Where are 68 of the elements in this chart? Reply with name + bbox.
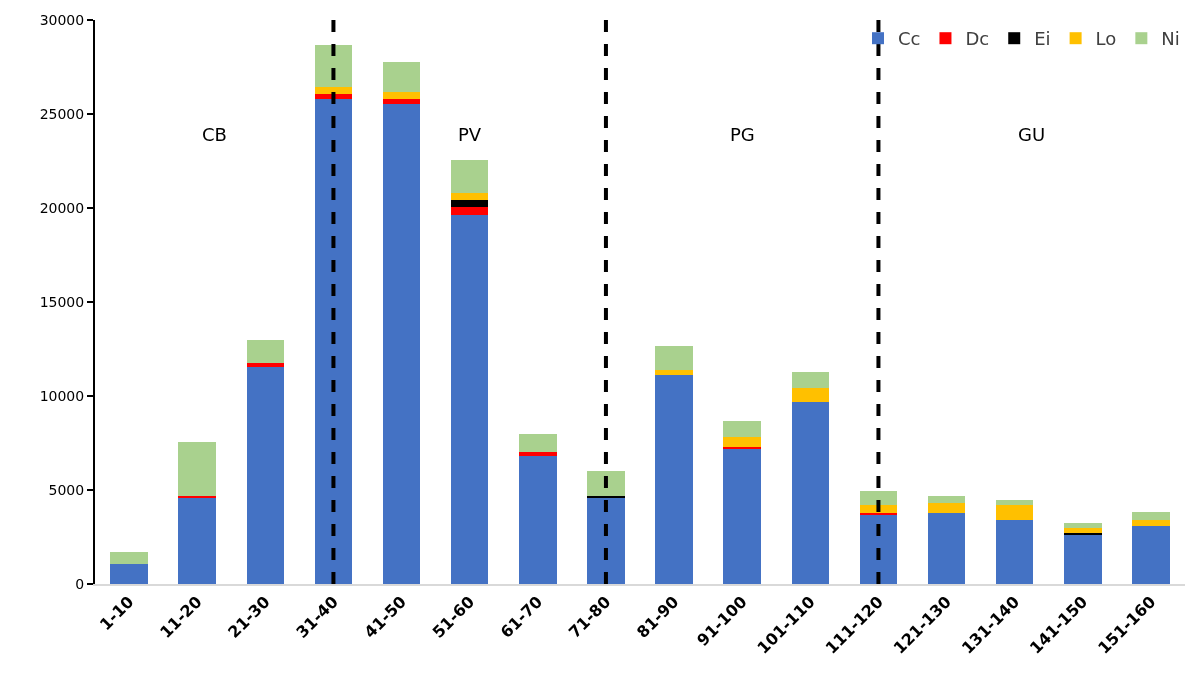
bar bbox=[382, 91, 421, 99]
bar bbox=[314, 98, 353, 584]
bar bbox=[723, 421, 761, 437]
bar bbox=[246, 367, 285, 584]
annotation: GU bbox=[1018, 124, 1046, 145]
bar bbox=[1064, 527, 1102, 533]
legend-label: Lo bbox=[1095, 28, 1117, 50]
bar bbox=[995, 505, 1034, 521]
bar bbox=[927, 496, 966, 504]
y-tick-label: 10000 bbox=[39, 387, 85, 404]
bar bbox=[1064, 532, 1102, 535]
bar bbox=[859, 490, 898, 506]
legend-label: Cc bbox=[898, 28, 921, 50]
bar bbox=[655, 345, 693, 371]
legend-label: Ei bbox=[1034, 28, 1051, 50]
y-tick-label: 30000 bbox=[39, 11, 85, 28]
bar bbox=[382, 98, 421, 105]
bar bbox=[587, 498, 625, 584]
annotation: PV bbox=[458, 124, 482, 145]
bar bbox=[450, 207, 489, 215]
bar bbox=[995, 520, 1034, 584]
bar bbox=[382, 62, 421, 92]
annotation: CB bbox=[202, 124, 227, 145]
y-tick-label: 20000 bbox=[39, 199, 85, 216]
bar bbox=[110, 552, 148, 565]
legend-label: Dc bbox=[965, 28, 990, 50]
bar bbox=[450, 193, 489, 201]
y-tick-label: 5000 bbox=[48, 481, 85, 498]
bar bbox=[927, 513, 966, 584]
annotation: PG bbox=[730, 124, 755, 145]
bar bbox=[791, 401, 830, 584]
y-tick-label: 0 bbox=[75, 575, 85, 592]
bar bbox=[655, 375, 693, 584]
bar bbox=[450, 160, 489, 194]
bar bbox=[791, 372, 830, 388]
bar bbox=[927, 503, 966, 514]
bar bbox=[110, 564, 148, 584]
bar bbox=[1132, 520, 1170, 526]
bar bbox=[995, 500, 1034, 506]
bar bbox=[519, 452, 557, 457]
bar bbox=[723, 448, 761, 584]
bar bbox=[859, 515, 898, 584]
bar bbox=[450, 200, 489, 208]
bar bbox=[519, 456, 557, 584]
bar bbox=[587, 471, 625, 497]
bar bbox=[450, 214, 489, 584]
bar bbox=[1064, 534, 1102, 584]
bar bbox=[246, 340, 285, 363]
bar bbox=[178, 498, 216, 584]
bar bbox=[246, 362, 285, 368]
bar bbox=[314, 44, 353, 87]
bar bbox=[723, 446, 761, 449]
bar bbox=[587, 496, 625, 499]
bar bbox=[519, 433, 557, 453]
bar bbox=[655, 370, 693, 376]
bar bbox=[1064, 522, 1102, 528]
bar bbox=[859, 513, 898, 516]
bar bbox=[382, 104, 421, 584]
bar bbox=[1132, 525, 1170, 584]
bar bbox=[314, 86, 353, 94]
legend-label: Ni bbox=[1161, 28, 1180, 50]
bar bbox=[178, 441, 216, 497]
bar bbox=[1132, 512, 1170, 521]
bar bbox=[178, 496, 216, 499]
bar bbox=[723, 436, 761, 447]
bar bbox=[791, 387, 830, 402]
y-tick-label: 25000 bbox=[39, 105, 85, 122]
y-tick-label: 15000 bbox=[39, 293, 85, 310]
